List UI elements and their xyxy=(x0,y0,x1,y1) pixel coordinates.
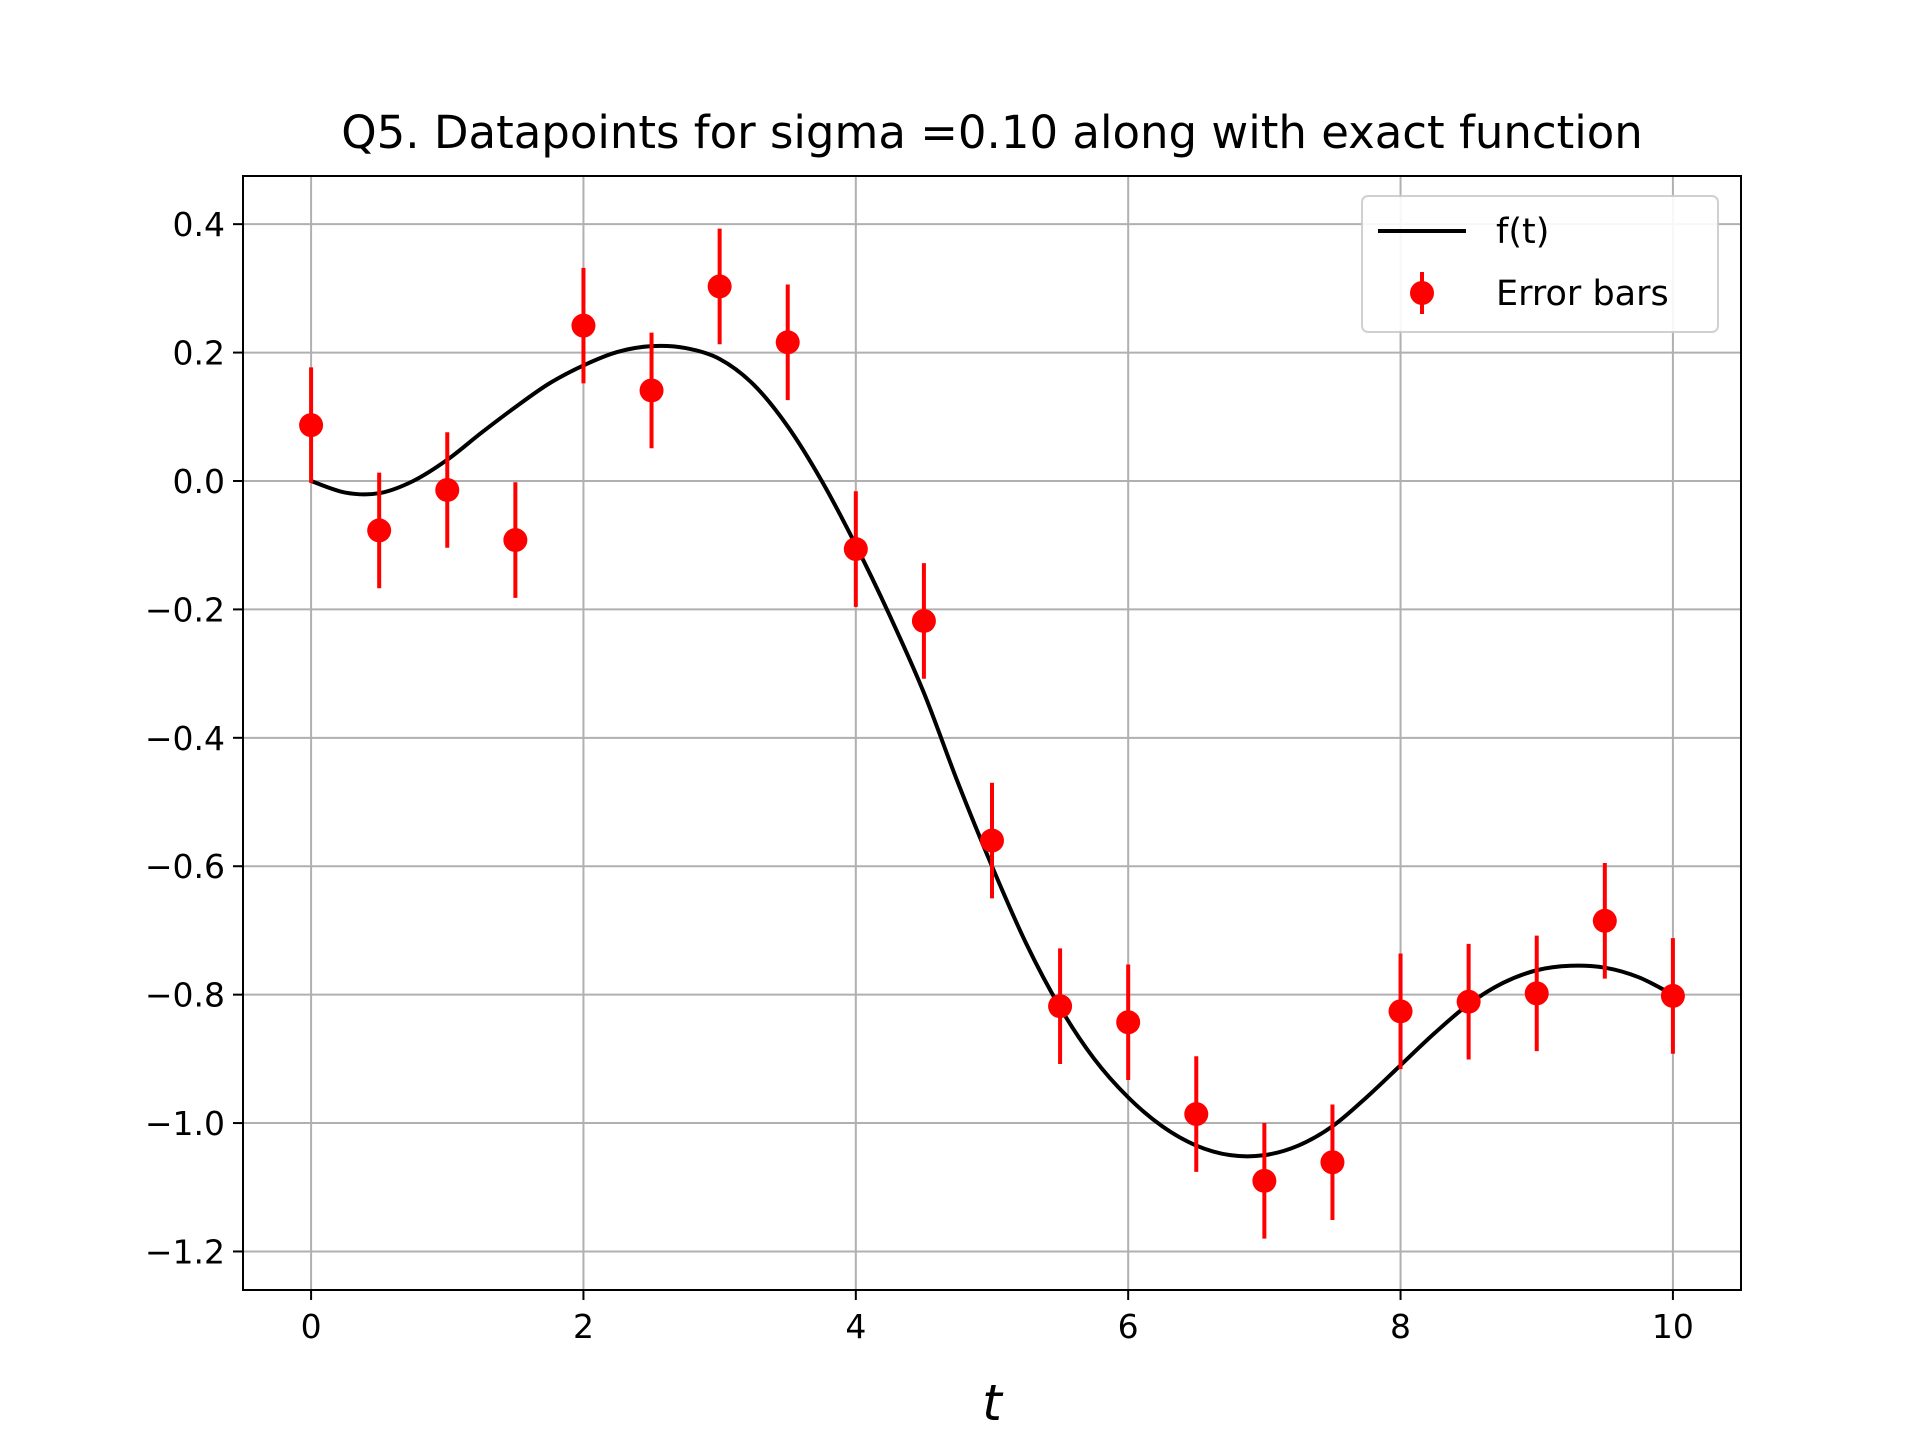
y-tick-label: −1.2 xyxy=(145,1232,225,1271)
data-point xyxy=(1524,981,1549,1006)
chart-title: Q5. Datapoints for sigma =0.10 along wit… xyxy=(341,106,1643,159)
data-point xyxy=(1320,1150,1345,1175)
x-tick-label: 4 xyxy=(845,1307,866,1346)
data-point xyxy=(435,477,460,502)
legend-marker-swatch xyxy=(1410,281,1434,305)
x-tick-label: 2 xyxy=(573,1307,594,1346)
data-point xyxy=(299,413,324,438)
y-tick-label: −0.2 xyxy=(145,590,225,629)
y-tick-label: 0.0 xyxy=(173,462,225,501)
data-point xyxy=(639,378,664,403)
legend-label-ft: f(t) xyxy=(1496,212,1549,252)
y-tick-label: −0.8 xyxy=(145,976,225,1015)
data-point xyxy=(1116,1010,1141,1035)
data-point xyxy=(1388,999,1413,1024)
data-point xyxy=(571,313,596,338)
x-axis-label: t xyxy=(982,1374,1004,1432)
y-tick-label: −1.0 xyxy=(145,1104,225,1143)
data-point xyxy=(1660,983,1685,1008)
legend: f(t) Error bars xyxy=(1361,195,1719,333)
x-tick-label: 6 xyxy=(1118,1307,1139,1346)
data-point xyxy=(1252,1168,1277,1193)
data-point xyxy=(775,330,800,355)
data-point xyxy=(1592,908,1617,933)
data-point xyxy=(1184,1102,1209,1127)
data-point xyxy=(1456,989,1481,1014)
axis-ticks: 0 2 4 6 8 10 0.4 0.2 0.0 −0.2 −0.4 −0.6 −0.8 −1.0 −1.2 xyxy=(145,205,1694,1346)
x-tick-label: 8 xyxy=(1390,1307,1411,1346)
data-point xyxy=(843,537,868,562)
x-tick-label: 0 xyxy=(301,1307,322,1346)
y-tick-label: −0.6 xyxy=(145,847,225,886)
y-tick-label: 0.2 xyxy=(173,334,225,373)
data-point xyxy=(1048,994,1073,1019)
grid xyxy=(243,176,1741,1290)
x-tick-label: 10 xyxy=(1652,1307,1694,1346)
data-point xyxy=(980,828,1004,853)
data-point xyxy=(367,518,392,543)
data-point xyxy=(707,274,732,299)
legend-label-errorbars: Error bars xyxy=(1496,274,1669,314)
datapoints-group xyxy=(299,228,1685,1239)
data-point xyxy=(911,608,936,633)
plot-frame xyxy=(242,175,1742,1291)
y-tick-label: −0.4 xyxy=(145,719,225,758)
data-point xyxy=(503,528,528,553)
y-tick-label: 0.4 xyxy=(173,205,225,244)
